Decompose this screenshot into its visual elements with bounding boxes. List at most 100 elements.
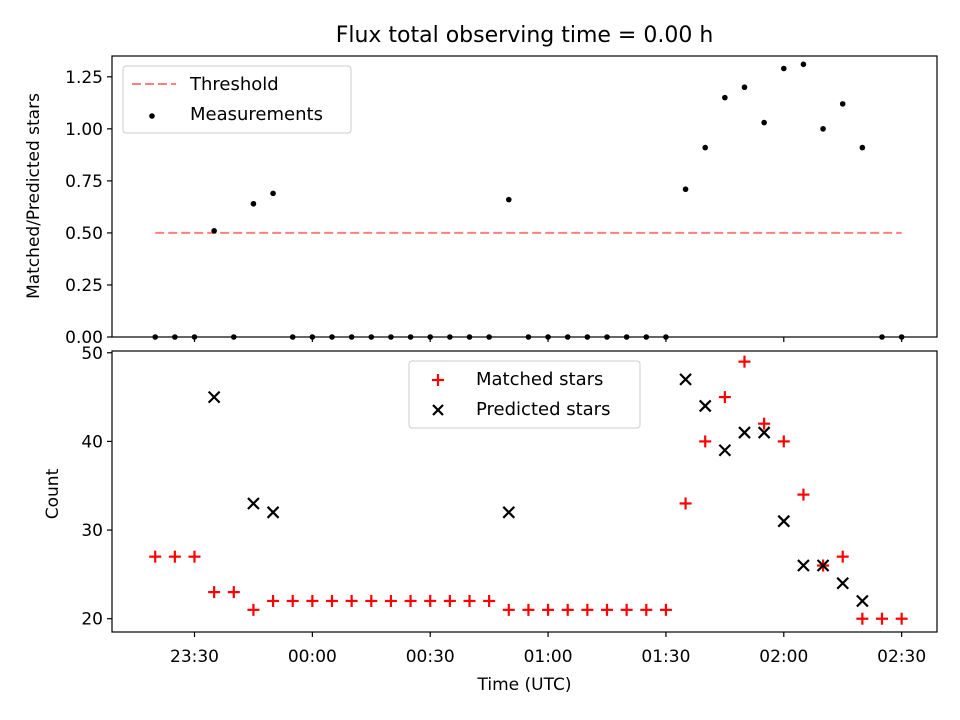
x-tick-label: 23:30 (170, 647, 219, 667)
predicted-star-point (757, 426, 771, 439)
matched-star-point (247, 603, 260, 616)
x-tick-label: 01:30 (641, 647, 690, 667)
matched-star-point (581, 603, 594, 616)
x-axis-label: Time (UTC) (477, 675, 572, 695)
flux-ratio-subplot: Flux total observing time = 0.00 h Match… (24, 23, 938, 348)
predicted-star-point (777, 514, 791, 528)
predicted-star-point (738, 426, 751, 439)
matched-star-point (601, 603, 613, 616)
star-count-subplot: Count Time (UTC) 20 30 40 50 23:30 00:00 00:3… (43, 344, 938, 695)
measurement-point (761, 119, 767, 126)
matched-star-point (699, 435, 712, 448)
measurement-point (702, 144, 709, 151)
legend-matched-swatch (432, 374, 444, 386)
legend-measurements-swatch (149, 113, 155, 119)
measurement-point (682, 186, 689, 193)
predicted-star-point (698, 399, 712, 413)
matched-star-point (895, 612, 908, 625)
measurement-point (820, 126, 826, 132)
y-tick-label: 40 (81, 432, 103, 452)
matched-star-point (345, 594, 358, 607)
matched-star-point (365, 594, 378, 607)
measurement-point (780, 65, 787, 72)
matched-star-point (424, 594, 437, 607)
y-axis-label-top: Matched/Predicted stars (24, 93, 44, 299)
x-tick-label: 00:00 (288, 647, 337, 667)
matched-star-point (522, 603, 535, 616)
matched-star-point (306, 594, 319, 607)
x-tick-label: 01:00 (524, 647, 573, 667)
predicted-star-point (816, 559, 830, 572)
measurement-point (800, 61, 807, 68)
legend-bottom: Matched stars Predicted stars (408, 360, 641, 429)
measurement-point (211, 228, 217, 234)
predicted-star-point (718, 444, 732, 457)
matched-star-point (502, 603, 515, 616)
x-tick-label: 00:30 (406, 647, 455, 667)
predicted-star-point (679, 373, 692, 386)
y-tick-label: 20 (81, 610, 103, 630)
matched-star-point (384, 594, 397, 607)
measurement-point (722, 94, 728, 101)
matched-star-point (738, 355, 751, 368)
matched-star-point (227, 586, 240, 599)
matched-star-point (620, 603, 633, 616)
measurement-point (741, 84, 748, 91)
y-tick-label: 0.75 (65, 172, 103, 192)
measurement-point (250, 200, 257, 207)
matched-star-point (542, 603, 555, 616)
predicted-star-point (797, 559, 810, 572)
predicted-star-point (856, 594, 869, 608)
legend-threshold-label: Threshold (189, 74, 279, 95)
measurement-point (505, 196, 512, 203)
matched-star-point (659, 603, 672, 616)
predicted-star-point (247, 497, 260, 510)
matched-star-point (679, 497, 692, 510)
matched-star-point (836, 550, 849, 563)
x-tick-label: 02:00 (759, 647, 808, 667)
matched-star-point (149, 550, 162, 563)
y-tick-label: 50 (81, 344, 103, 364)
matched-star-point (286, 594, 299, 607)
y-ticks-bottom: 20 30 40 50 (81, 344, 112, 630)
matched-star-point (876, 612, 888, 625)
measurement-point (839, 101, 846, 107)
legend-frame (122, 65, 352, 134)
legend-measurements-label: Measurements (190, 104, 323, 125)
axes-frame-top (111, 55, 938, 338)
legend-predicted-swatch (432, 404, 444, 416)
axes-frame-bottom (111, 350, 938, 633)
y-tick-label: 30 (81, 521, 103, 541)
y-tick-label: 0.50 (65, 224, 103, 244)
matched-star-point (208, 586, 221, 599)
matched-star-point (561, 603, 574, 616)
matched-star-point (443, 594, 456, 607)
x-ticks-bottom: 23:30 00:00 00:30 01:00 01:30 02:00 02:30 (170, 632, 926, 667)
x-tick-label: 02:30 (877, 647, 926, 667)
y-tick-label: 1.25 (65, 68, 103, 88)
matched-star-point (640, 603, 653, 616)
matched-star-point (856, 612, 869, 625)
legend-matched-label: Matched stars (476, 369, 603, 390)
matched-star-point (267, 594, 280, 607)
y-ticks-top: 0.00 0.25 0.50 0.75 1.00 1.25 (65, 68, 112, 348)
predicted-star-point (502, 506, 516, 519)
y-axis-label-bottom: Count (43, 468, 63, 519)
measurement-point (270, 190, 276, 197)
y-tick-label: 0.00 (65, 328, 103, 348)
predicted-star-point (836, 576, 849, 590)
matched-star-point (718, 391, 731, 404)
matched-star-point (463, 594, 476, 607)
predicted-star-point (266, 506, 280, 519)
measurement-point (859, 144, 866, 151)
matched-star-point (758, 417, 771, 430)
matched-star-point (188, 550, 201, 563)
plot-area-bottom (149, 355, 908, 625)
matched-star-point (483, 594, 496, 607)
matched-star-point (404, 594, 417, 607)
matched-star-point (168, 550, 181, 563)
y-tick-label: 1.00 (65, 120, 103, 140)
predicted-star-point (207, 390, 221, 404)
matched-star-point (777, 435, 790, 448)
